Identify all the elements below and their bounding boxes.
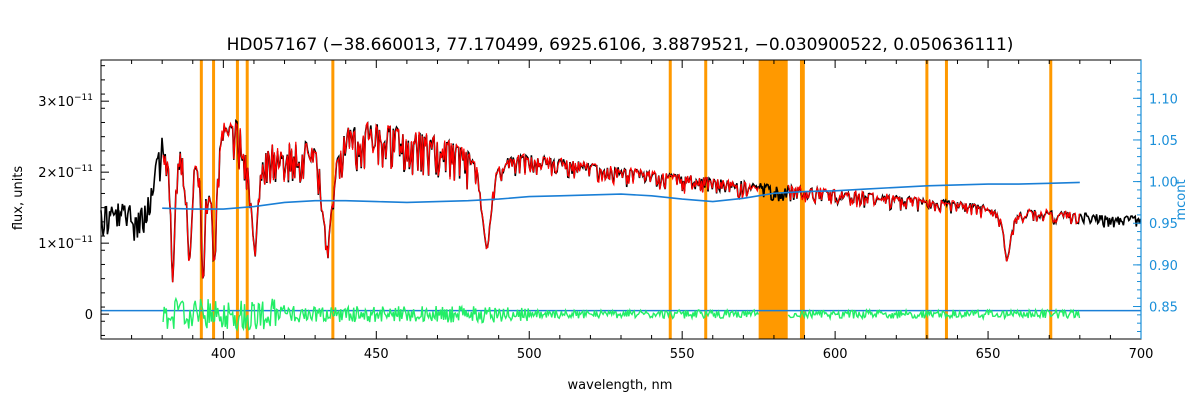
series-residual bbox=[162, 296, 1081, 332]
x-tick-label: 700 bbox=[1129, 347, 1154, 362]
y-axis-left: 0 1×10−11 2×10−11 3×10−11 bbox=[38, 65, 109, 336]
y2-tick-label: 0.95 bbox=[1149, 217, 1178, 232]
y2-tick-label: 1.05 bbox=[1149, 134, 1178, 149]
series-observed bbox=[100, 118, 1142, 283]
y2-tick-label: 1.10 bbox=[1149, 92, 1178, 107]
y-tick-label: 3×10−11 bbox=[38, 93, 93, 110]
plot-border bbox=[100, 59, 1142, 340]
x-tick-label: 600 bbox=[823, 347, 848, 362]
plot-frame bbox=[100, 59, 1142, 340]
x-tick-label: 550 bbox=[670, 347, 695, 362]
x-tick-label: 500 bbox=[517, 347, 542, 362]
y2-axis-label: mcont bbox=[1174, 179, 1189, 220]
y2-tick-label: 1.00 bbox=[1149, 176, 1178, 191]
x-tick-label: 400 bbox=[211, 347, 236, 362]
x-axis-label: wavelength, nm bbox=[568, 378, 673, 393]
series-model bbox=[162, 121, 1081, 283]
x-tick-label: 650 bbox=[976, 347, 1001, 362]
y-axis-label: flux, units bbox=[11, 166, 26, 231]
y2-tick-label: 0.85 bbox=[1149, 301, 1178, 316]
y-tick-label: 1×10−11 bbox=[38, 235, 93, 252]
y-tick-label: 2×10−11 bbox=[38, 164, 93, 181]
data-layer bbox=[100, 118, 1142, 332]
x-axis: 400 450 500 550 600 650 700 bbox=[100, 60, 1154, 362]
chart-title: HD057167 (−38.660013, 77.170499, 6925.61… bbox=[227, 35, 1014, 55]
y-tick-label: 0 bbox=[85, 308, 93, 323]
y-axis-right: 0.85 0.90 0.95 1.00 1.05 1.10 bbox=[1133, 60, 1178, 339]
series-continuum bbox=[162, 181, 1080, 210]
y2-tick-label: 0.90 bbox=[1149, 259, 1178, 274]
x-tick-label: 450 bbox=[364, 347, 389, 362]
